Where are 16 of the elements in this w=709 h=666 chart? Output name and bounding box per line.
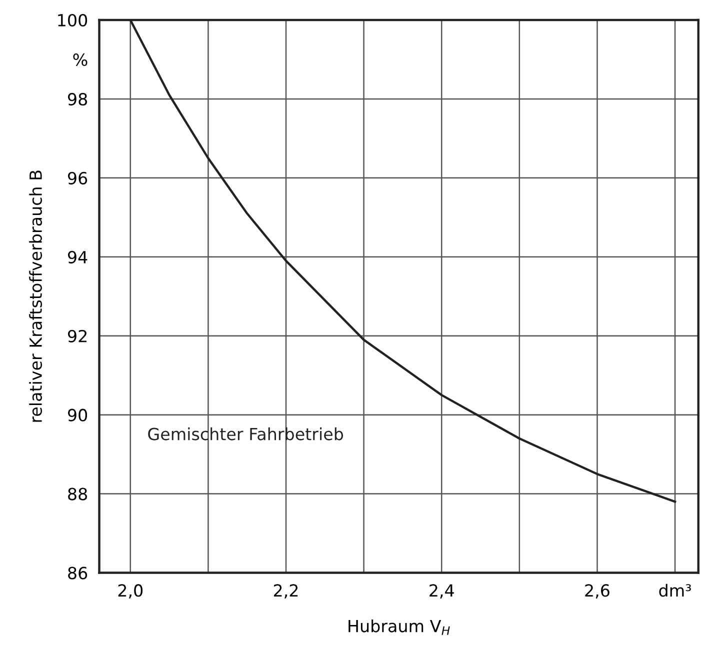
y-tick-label: 94	[68, 250, 88, 264]
x-tick-label: 2,4	[430, 584, 454, 598]
x-tick-label: 2,6	[585, 584, 610, 598]
y-tick-label: 96	[68, 172, 88, 184]
y-axis-title: relativer Kraftstoffverbrauch B	[29, 170, 42, 422]
y-tick-label: %	[73, 53, 88, 66]
x-tick-label: 2,2	[274, 584, 298, 598]
x-axis-title: Hubraum V$_{H}$	[348, 619, 450, 635]
x-tick-label: 2,0	[118, 584, 143, 598]
x-tick-label: dm³	[659, 584, 691, 597]
y-tick-label: 88	[68, 488, 88, 500]
y-tick-label: 86	[68, 566, 88, 580]
y-tick-label: 98	[68, 92, 88, 106]
y-tick-label: 90	[68, 408, 88, 422]
y-tick-label: 92	[68, 330, 86, 342]
y-tick-label: 100	[58, 14, 88, 27]
